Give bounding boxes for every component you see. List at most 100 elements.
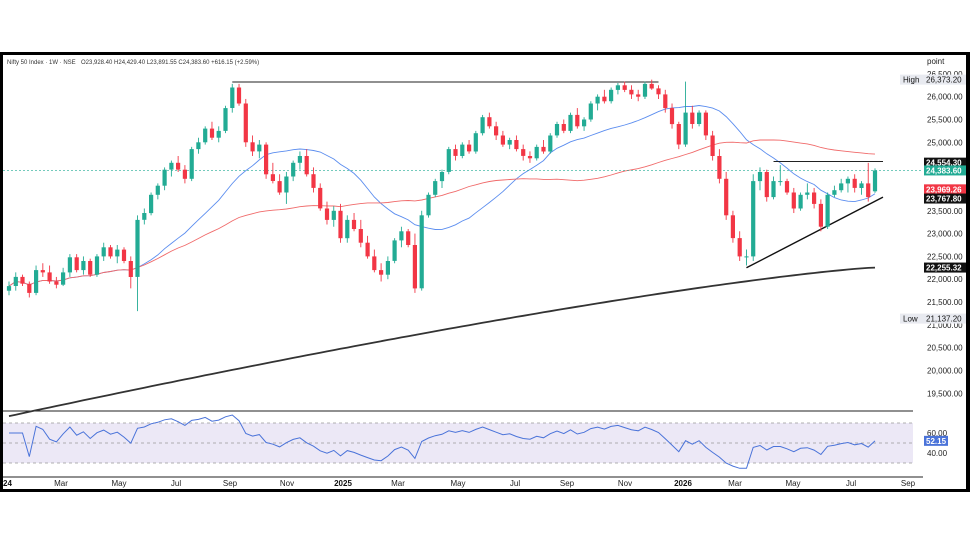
- candle[interactable]: [67, 254, 72, 277]
- candle[interactable]: [47, 265, 52, 284]
- candle[interactable]: [236, 83, 242, 106]
- candle[interactable]: [595, 94, 600, 111]
- candle[interactable]: [866, 162, 871, 202]
- candle[interactable]: [162, 167, 167, 191]
- candle[interactable]: [656, 85, 661, 99]
- candle[interactable]: [602, 89, 607, 104]
- candle[interactable]: [54, 276, 59, 289]
- candle[interactable]: [548, 133, 553, 154]
- candle[interactable]: [642, 81, 648, 99]
- candle[interactable]: [839, 178, 844, 193]
- candle[interactable]: [575, 108, 580, 129]
- candle[interactable]: [94, 254, 100, 277]
- candle[interactable]: [230, 83, 235, 113]
- candle[interactable]: [636, 89, 641, 102]
- candle[interactable]: [155, 183, 160, 200]
- candle[interactable]: [764, 169, 769, 202]
- candle[interactable]: [291, 160, 296, 182]
- candle[interactable]: [209, 121, 215, 141]
- candle[interactable]: [115, 244, 120, 264]
- price-tag[interactable]: Low 21,137.20: [900, 313, 966, 324]
- candle[interactable]: [534, 144, 539, 161]
- candle[interactable]: [399, 226, 404, 248]
- candle[interactable]: [243, 98, 248, 147]
- candle[interactable]: [791, 187, 796, 214]
- candle[interactable]: [859, 181, 864, 195]
- candle[interactable]: [419, 210, 424, 291]
- candle[interactable]: [514, 135, 519, 152]
- candle[interactable]: [142, 208, 147, 225]
- candle[interactable]: [13, 272, 18, 291]
- price-tag[interactable]: 23,969.26: [924, 184, 966, 195]
- candle[interactable]: [121, 247, 127, 264]
- candle[interactable]: [304, 149, 309, 177]
- candle[interactable]: [724, 171, 729, 220]
- candle[interactable]: [169, 160, 174, 177]
- candles[interactable]: [6, 79, 878, 312]
- candle[interactable]: [351, 213, 357, 232]
- time-axis[interactable]: 24 Mar May Jul Sep Nov 2025 Mar May Jul Sep Nov 2026…: [3, 476, 923, 488]
- candle[interactable]: [818, 199, 823, 232]
- candle[interactable]: [669, 103, 675, 129]
- price-tag[interactable]: 22,255.32: [924, 262, 966, 273]
- candle[interactable]: [757, 167, 763, 191]
- candle[interactable]: [392, 238, 397, 264]
- candle[interactable]: [345, 215, 350, 243]
- candle[interactable]: [730, 210, 735, 243]
- candle[interactable]: [771, 176, 776, 200]
- candle[interactable]: [358, 219, 363, 248]
- candle[interactable]: [629, 85, 634, 99]
- candle[interactable]: [34, 265, 39, 296]
- candle[interactable]: [439, 169, 445, 188]
- candle[interactable]: [663, 89, 668, 113]
- candle[interactable]: [798, 192, 803, 211]
- price-tag[interactable]: High 26,373.20: [900, 74, 966, 85]
- candle[interactable]: [494, 121, 499, 141]
- candle[interactable]: [74, 254, 79, 273]
- candle[interactable]: [264, 142, 269, 179]
- candle[interactable]: [710, 130, 715, 161]
- candle[interactable]: [250, 135, 255, 156]
- candle[interactable]: [703, 110, 708, 141]
- candle[interactable]: [318, 183, 323, 211]
- candle[interactable]: [852, 174, 857, 193]
- candle[interactable]: [615, 82, 620, 95]
- candle[interactable]: [744, 249, 749, 266]
- candle[interactable]: [697, 110, 702, 127]
- candle[interactable]: [406, 229, 411, 248]
- candle[interactable]: [297, 151, 302, 170]
- candle[interactable]: [751, 174, 756, 261]
- candle[interactable]: [582, 117, 587, 131]
- candle[interactable]: [784, 178, 790, 195]
- candle[interactable]: [81, 256, 86, 275]
- candle[interactable]: [426, 192, 431, 218]
- candle[interactable]: [6, 281, 12, 296]
- candle[interactable]: [527, 151, 533, 163]
- candle[interactable]: [385, 256, 390, 280]
- candle[interactable]: [521, 144, 526, 161]
- candle[interactable]: [872, 168, 878, 193]
- candle[interactable]: [101, 242, 106, 261]
- candle[interactable]: [568, 112, 573, 134]
- price-tag[interactable]: 24,383.60: [924, 165, 966, 176]
- candle[interactable]: [487, 112, 492, 129]
- candle[interactable]: [845, 176, 850, 193]
- candle[interactable]: [20, 274, 25, 287]
- candle[interactable]: [203, 126, 208, 145]
- candle[interactable]: [324, 201, 330, 225]
- candle[interactable]: [128, 256, 133, 289]
- candle[interactable]: [554, 121, 560, 138]
- candle[interactable]: [541, 140, 546, 154]
- candle[interactable]: [433, 178, 438, 198]
- candle[interactable]: [507, 137, 512, 150]
- candle[interactable]: [588, 101, 593, 122]
- candle[interactable]: [467, 140, 472, 154]
- candle[interactable]: [690, 105, 695, 129]
- candle[interactable]: [500, 130, 505, 147]
- candle[interactable]: [609, 87, 614, 104]
- candle[interactable]: [717, 149, 722, 184]
- candle[interactable]: [61, 267, 66, 287]
- candle[interactable]: [372, 249, 377, 273]
- candle[interactable]: [27, 281, 32, 298]
- candle[interactable]: [284, 171, 289, 204]
